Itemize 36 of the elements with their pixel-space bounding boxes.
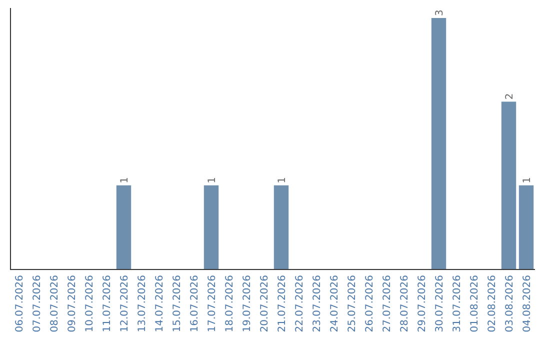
- x-tick-label: 18.07.2026: [224, 275, 236, 332]
- x-tick-label: 24.07.2026: [329, 275, 340, 332]
- x-tick-label: 21.07.2026: [276, 275, 288, 332]
- data-label: 3: [434, 10, 446, 16]
- x-tick-label: 26.07.2026: [364, 275, 376, 332]
- x-tick-label: 13.07.2026: [136, 275, 148, 332]
- x-tick-label: 23.07.2026: [312, 275, 323, 332]
- x-tick-label: 19.07.2026: [242, 275, 253, 332]
- x-tick-label: 08.07.2026: [49, 275, 60, 332]
- x-tick-label: 12.07.2026: [119, 275, 130, 332]
- x-tick-label: 01.08.2026: [469, 275, 480, 332]
- x-tick-label: 16.07.2026: [189, 275, 200, 332]
- data-label: 1: [522, 176, 533, 184]
- data-label: 1: [276, 176, 288, 184]
- x-tick-label: 07.07.2026: [32, 275, 43, 332]
- x-tick-label: 15.07.2026: [172, 275, 183, 332]
- x-tick-label: 28.07.2026: [399, 275, 410, 332]
- x-tick-label: 06.07.2026: [14, 275, 26, 332]
- data-label: 2: [504, 93, 516, 100]
- x-tick-label: 31.07.2026: [452, 275, 463, 332]
- data-label: 1: [119, 176, 130, 184]
- x-tick-label: 20.07.2026: [259, 275, 270, 332]
- x-tick-label: 14.07.2026: [154, 275, 166, 332]
- x-tick-label: 04.08.2026: [522, 275, 533, 332]
- x-tick-label: 25.07.2026: [346, 275, 358, 332]
- x-tick-label: 30.07.2026: [434, 275, 446, 332]
- x-tick-label: 02.08.2026: [486, 275, 498, 332]
- x-tick-label: 17.07.2026: [206, 275, 218, 332]
- x-tick-label: 03.08.2026: [504, 275, 516, 332]
- x-tick-label: 09.07.2026: [66, 275, 78, 332]
- x-tick-label: 27.07.2026: [382, 275, 393, 332]
- x-tick-label: 10.07.2026: [84, 275, 96, 332]
- data-label: 1: [206, 176, 218, 184]
- x-tick-label: 29.07.2026: [416, 275, 428, 332]
- x-tick-label: 11.07.2026: [102, 275, 113, 332]
- x-tick-label: 22.07.2026: [294, 275, 306, 332]
